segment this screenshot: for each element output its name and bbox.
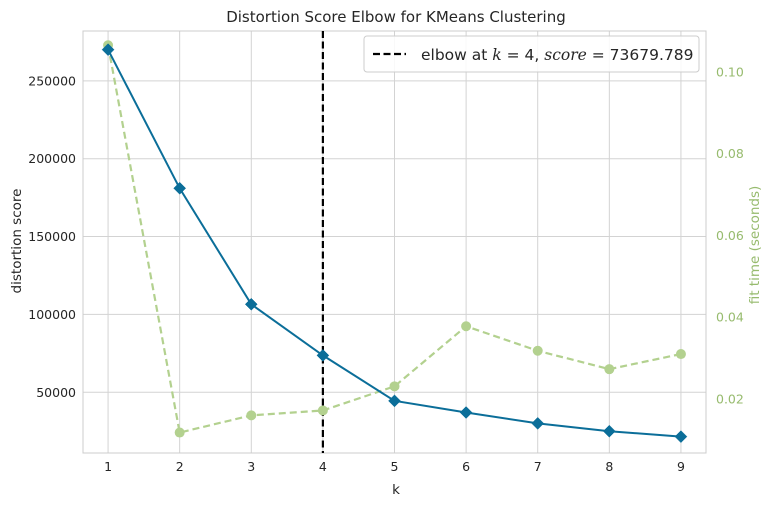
distortion-point	[244, 297, 258, 311]
x-tick-label: 8	[605, 459, 613, 474]
distortion-point	[531, 417, 545, 430]
fit-time-line	[106, 45, 682, 434]
y2-tick-label: 0.08	[716, 146, 744, 161]
y2-tick-labels: 0.02 0.04 0.06 0.08 0.10	[716, 64, 744, 406]
fit-time-point	[246, 410, 257, 421]
y-tick-label: 150000	[28, 229, 76, 244]
plot-frame	[82, 30, 707, 454]
fit-time-point	[532, 345, 543, 356]
distortion-point	[173, 181, 187, 195]
y-tick-label: 250000	[28, 73, 76, 88]
distortion-point	[459, 406, 473, 419]
x-tick-label: 3	[247, 459, 255, 474]
x-tick-label: 9	[677, 459, 685, 474]
x-tick-label: 5	[391, 459, 399, 474]
y2-tick-label: 0.04	[716, 310, 744, 325]
y2-axis-label: fit time (seconds)	[747, 186, 763, 305]
fit-time-point	[317, 405, 328, 416]
y-tick-label: 50000	[36, 385, 76, 400]
legend-elbow-label: elbow at k = 4, score = 73679.789	[421, 46, 693, 64]
x-axis-label: k	[392, 482, 400, 498]
y-tick-label: 100000	[28, 307, 76, 322]
legend-score-symbol: score	[544, 46, 587, 64]
y2-tick-label: 0.02	[716, 392, 744, 407]
fit-time-point	[461, 321, 472, 332]
x-tick-label: 6	[462, 459, 470, 474]
legend-equals-k: = 4,	[502, 46, 545, 64]
fit-time-point	[389, 381, 400, 392]
y-axis-label: distortion score	[9, 189, 25, 294]
x-tick-label: 1	[104, 459, 112, 474]
y2-tick-label: 0.06	[716, 228, 744, 243]
y-tick-label: 200000	[28, 151, 76, 166]
x-tick-label: 2	[176, 459, 184, 474]
fit-time-point	[174, 427, 185, 438]
legend-equals-score: = 73679.789	[587, 46, 694, 64]
series-layer	[101, 40, 688, 444]
distortion-point	[101, 43, 115, 57]
grid	[83, 31, 706, 453]
chart-title: Distortion Score Elbow for KMeans Cluste…	[226, 8, 566, 26]
y-tick-labels: 50000 100000 150000 200000 250000	[28, 73, 76, 399]
legend: elbow at k = 4, score = 73679.789	[363, 35, 700, 73]
x-tick-label: 4	[319, 459, 327, 474]
x-tick-labels: 1 2 3 4 5 6 7 8 9	[104, 459, 685, 474]
distortion-point	[674, 430, 688, 444]
legend-k-symbol: k	[492, 46, 501, 64]
legend-box	[363, 35, 700, 73]
fit-time-point	[675, 349, 686, 360]
x-tick-label: 7	[534, 459, 542, 474]
distortion-point	[602, 424, 616, 438]
fit-time-point	[604, 364, 615, 375]
y2-tick-label: 0.10	[716, 64, 744, 79]
distortion-point	[316, 349, 330, 362]
distortion-point	[388, 394, 401, 408]
legend-prefix: elbow at	[421, 46, 492, 64]
